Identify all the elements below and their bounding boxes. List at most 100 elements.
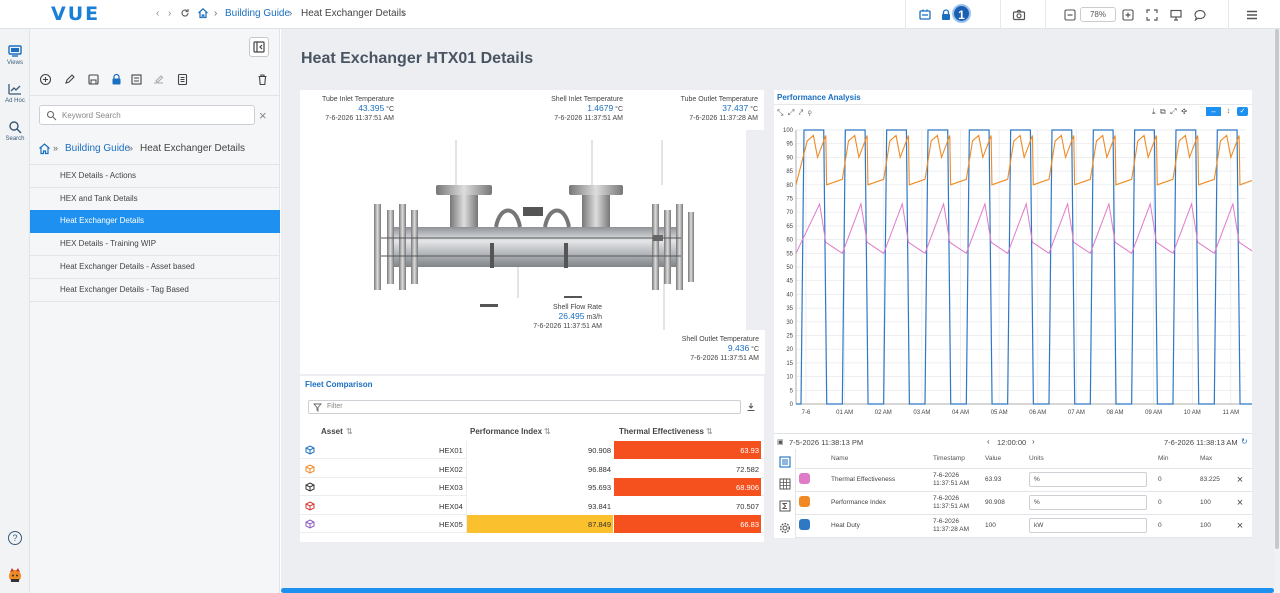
series-color-swatch[interactable] [799,519,810,530]
rail-views[interactable]: Views [0,43,30,66]
sidebar-item-hex-tank[interactable]: HEX and Tank Details [30,188,280,211]
trend-tool-icon[interactable]: ⤤ [798,108,804,117]
expand-icon[interactable]: ⤢ [1170,107,1177,116]
download-icon[interactable]: ⤓ [1152,107,1156,116]
edit-icon[interactable] [63,73,77,87]
horizontal-scrollbar[interactable] [281,588,1274,593]
delete-icon[interactable] [256,73,270,87]
notification-badge[interactable]: 1 [952,4,971,23]
rename-icon[interactable] [152,73,166,87]
grid-icon[interactable] [779,478,791,490]
th-timestamp[interactable]: Timestamp [933,455,965,463]
vertical-zoom-toggle[interactable]: ↕ [1226,108,1231,115]
zoom-level-input[interactable]: 78% [1080,7,1116,22]
collapse-sidebar-button[interactable] [249,37,269,57]
menu-icon[interactable] [1244,7,1260,23]
refresh-icon[interactable]: ↻ [1241,437,1248,446]
link-tool-icon[interactable]: ⚲ [807,108,812,117]
zoom-in-icon[interactable] [1120,7,1136,23]
interval[interactable]: 12:00:00 [997,438,1027,447]
fleet-row[interactable]: HEX01 90.908 63.93 [300,441,764,459]
th-name[interactable]: Name [831,455,849,463]
fleet-row[interactable]: HEX04 93.841 70.507 [300,496,764,515]
th-units[interactable]: Units [1029,455,1044,463]
sidebar-item-heat-exchanger-details[interactable]: Heat Exchanger Details [30,210,280,233]
copy-icon[interactable]: ⧉ [1160,107,1166,116]
horizontal-zoom-toggle[interactable]: ↔ [1206,107,1221,116]
breadcrumb-root-link[interactable]: Building Guide [225,8,291,19]
th-value[interactable]: Value [985,455,1002,463]
back-icon[interactable]: ‹ [156,8,160,19]
col-asset[interactable]: Asset [321,427,343,436]
units-input[interactable]: % [1029,472,1147,487]
units-input[interactable]: kW [1029,518,1147,533]
calendar-icon[interactable]: ▣ [777,439,784,446]
sort-icon[interactable]: ⇅ [544,427,551,436]
lock-icon[interactable] [938,7,954,23]
legend-row[interactable]: Thermal Effectiveness 7-6-2026 11:37:51 A… [796,468,1252,491]
col-performance-index[interactable]: Performance Index [470,427,543,436]
lock-icon[interactable] [110,73,124,87]
sort-icon[interactable]: ⇅ [346,427,353,436]
notes-icon[interactable] [176,73,190,87]
th-min[interactable]: Min [1158,455,1169,463]
sidebar-crumb-root[interactable]: Building Guide [65,143,131,154]
help-icon[interactable]: ? [8,531,22,545]
user-avatar[interactable] [6,566,24,584]
download-icon[interactable] [746,402,756,412]
range-start[interactable]: 7-5-2026 11:38:13 PM [789,438,864,447]
legend-row[interactable]: Performance Index 7-6-2026 11:37:51 AM 90.… [796,491,1252,514]
properties-icon[interactable] [130,73,144,87]
sidebar-item-tag-based[interactable]: Heat Exchanger Details - Tag Based [30,279,280,302]
breadcrumb-expand-icon[interactable]: › [402,8,406,19]
th-max[interactable]: Max [1200,455,1213,463]
fleet-row[interactable]: HEX02 96.884 72.582 [300,459,764,478]
prev-interval-icon[interactable]: ‹ [987,437,990,446]
next-interval-icon[interactable]: › [1032,437,1035,446]
home-icon[interactable] [197,7,209,21]
fleet-filter-input[interactable]: Filter [308,400,741,414]
fleet-row[interactable]: HEX05 87.849 66.83 [300,515,764,533]
clear-search-icon[interactable]: × [259,108,267,123]
auto-scale-toggle[interactable]: ✓ [1237,107,1248,116]
remove-series-icon[interactable]: × [1236,496,1244,509]
rail-search[interactable]: Search [0,119,30,142]
vertical-scrollbar-track[interactable] [1274,29,1280,593]
camera-icon[interactable] [1011,7,1027,23]
fleet-row[interactable]: HEX03 95.693 68.906 [300,478,764,496]
line-tool-icon[interactable]: ⤢ [787,108,795,117]
fit-screen-icon[interactable] [1144,7,1160,23]
dashboard-icon[interactable] [917,7,933,23]
zoom-tool-icon[interactable]: ⤡ [777,108,784,117]
add-icon[interactable] [39,73,53,87]
units-input[interactable]: % [1029,495,1147,510]
forward-icon[interactable]: › [168,8,172,19]
presentation-icon[interactable] [1168,7,1184,23]
vertical-scrollbar-thumb[interactable] [1275,29,1279,549]
legend-row[interactable]: Heat Duty 7-6-2026 11:37:28 AM 100 kW 0 100 × [796,514,1252,537]
range-end[interactable]: 7-6-2026 11:38:13 AM [1164,438,1238,447]
refresh-icon[interactable] [180,8,190,20]
sidebar-item-hex-actions[interactable]: HEX Details - Actions [30,165,280,188]
pan-icon[interactable]: ✥ [1181,107,1188,116]
sidebar-item-training-wip[interactable]: HEX Details - Training WIP [30,233,280,256]
chart-left-tools[interactable]: ⤡ ⤢ ⤤ ⚲ [777,108,812,118]
zoom-out-icon[interactable] [1062,7,1078,23]
series-color-swatch[interactable] [799,473,810,484]
performance-chart[interactable]: 0 5 10 15 20 25 30 35 40 45 50 55 60 65 70 75 80 85 90 95 10… [774,118,1252,426]
legend-list-icon[interactable] [779,456,791,468]
series-color-swatch[interactable] [799,496,810,507]
keyword-search-input[interactable]: Keyword Search [39,105,255,125]
rail-adhoc[interactable]: Ad Hoc [0,81,30,104]
home-icon[interactable] [38,142,51,157]
col-thermal-effectiveness[interactable]: Thermal Effectiveness [619,427,704,436]
chart-right-tools[interactable]: ⤓ ⧉ ⤢ ✥ [1152,107,1187,117]
sidebar-item-asset-based[interactable]: Heat Exchanger Details - Asset based [30,256,280,279]
remove-series-icon[interactable]: × [1236,473,1244,486]
sort-icon[interactable]: ⇅ [706,427,713,436]
save-icon[interactable] [87,73,101,87]
sum-icon[interactable] [779,500,791,512]
chat-icon[interactable] [1192,7,1208,23]
remove-series-icon[interactable]: × [1236,519,1244,532]
settings-icon[interactable] [779,522,791,534]
